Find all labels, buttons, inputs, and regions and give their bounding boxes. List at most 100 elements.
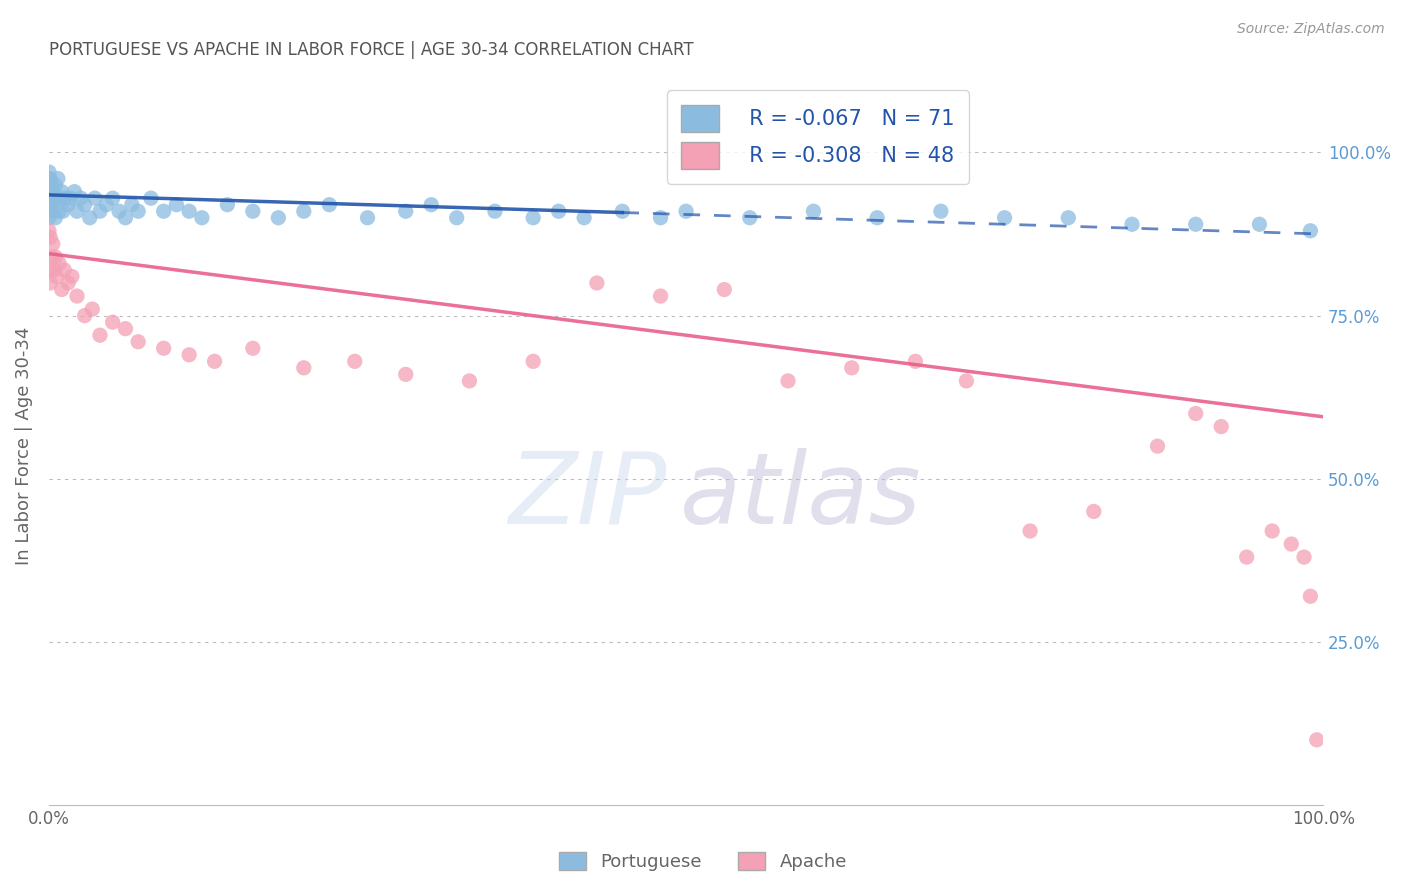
Point xyxy=(191,211,214,225)
Point xyxy=(179,204,201,219)
Point xyxy=(55,191,77,205)
Point xyxy=(89,328,111,343)
Point xyxy=(38,224,60,238)
Point xyxy=(52,204,75,219)
Point xyxy=(904,354,927,368)
Point xyxy=(242,341,264,355)
Point xyxy=(522,211,544,225)
Point xyxy=(69,191,91,205)
Point xyxy=(1306,732,1329,747)
Point xyxy=(165,197,187,211)
Point xyxy=(1279,537,1302,551)
Point xyxy=(343,354,366,368)
Point xyxy=(713,283,735,297)
Point xyxy=(612,204,634,219)
Text: Source: ZipAtlas.com: Source: ZipAtlas.com xyxy=(1237,22,1385,37)
Point xyxy=(1292,550,1315,565)
Point xyxy=(39,171,62,186)
Point xyxy=(1211,419,1233,434)
Point xyxy=(547,204,569,219)
Point xyxy=(44,211,66,225)
Point xyxy=(929,204,952,219)
Point xyxy=(738,211,761,225)
Point xyxy=(1299,224,1322,238)
Point xyxy=(292,360,315,375)
Point xyxy=(53,263,76,277)
Text: PORTUGUESE VS APACHE IN LABOR FORCE | AGE 30-34 CORRELATION CHART: PORTUGUESE VS APACHE IN LABOR FORCE | AG… xyxy=(49,40,693,59)
Point xyxy=(955,374,977,388)
Point xyxy=(1019,524,1042,538)
Point xyxy=(39,230,62,244)
Point xyxy=(675,204,697,219)
Point xyxy=(46,171,69,186)
Point xyxy=(38,191,60,205)
Point xyxy=(82,302,104,317)
Point xyxy=(994,211,1017,225)
Point xyxy=(292,204,315,219)
Point xyxy=(446,211,468,225)
Point xyxy=(42,185,65,199)
Point xyxy=(1261,524,1284,538)
Point xyxy=(101,191,124,205)
Point xyxy=(114,321,136,335)
Point xyxy=(522,354,544,368)
Point xyxy=(139,191,162,205)
Point xyxy=(38,263,60,277)
Point xyxy=(38,171,60,186)
Point xyxy=(484,204,506,219)
Point xyxy=(1184,407,1206,421)
Point xyxy=(41,250,63,264)
Point xyxy=(56,276,79,290)
Point xyxy=(242,204,264,219)
Point xyxy=(458,374,481,388)
Point xyxy=(83,191,105,205)
Point xyxy=(650,289,672,303)
Point xyxy=(39,276,62,290)
Point xyxy=(41,191,63,205)
Point xyxy=(179,348,201,362)
Point xyxy=(1057,211,1080,225)
Point xyxy=(38,197,60,211)
Point xyxy=(395,204,418,219)
Point xyxy=(96,197,118,211)
Point xyxy=(38,204,60,219)
Point xyxy=(60,269,83,284)
Point xyxy=(356,211,378,225)
Point xyxy=(152,341,174,355)
Point xyxy=(803,204,825,219)
Point xyxy=(45,191,67,205)
Point xyxy=(650,211,672,225)
Point xyxy=(1146,439,1168,453)
Point xyxy=(101,315,124,329)
Point xyxy=(776,374,799,388)
Point xyxy=(1121,217,1143,231)
Y-axis label: In Labor Force | Age 30-34: In Labor Force | Age 30-34 xyxy=(15,327,32,566)
Point xyxy=(38,211,60,225)
Point xyxy=(89,204,111,219)
Point xyxy=(1184,217,1206,231)
Point xyxy=(420,197,443,211)
Legend: Portuguese, Apache: Portuguese, Apache xyxy=(551,845,855,879)
Point xyxy=(267,211,290,225)
Point xyxy=(114,211,136,225)
Point xyxy=(127,204,149,219)
Point xyxy=(1236,550,1258,565)
Point xyxy=(42,263,65,277)
Point xyxy=(204,354,226,368)
Point xyxy=(48,256,70,270)
Point xyxy=(39,197,62,211)
Point xyxy=(59,191,82,205)
Point xyxy=(63,185,86,199)
Text: atlas: atlas xyxy=(679,448,921,545)
Point xyxy=(42,236,65,251)
Point xyxy=(42,191,65,205)
Point xyxy=(38,165,60,179)
Point xyxy=(108,204,131,219)
Point xyxy=(79,211,101,225)
Point xyxy=(38,178,60,193)
Point xyxy=(586,276,609,290)
Point xyxy=(44,250,66,264)
Point xyxy=(841,360,863,375)
Point xyxy=(152,204,174,219)
Point xyxy=(49,191,72,205)
